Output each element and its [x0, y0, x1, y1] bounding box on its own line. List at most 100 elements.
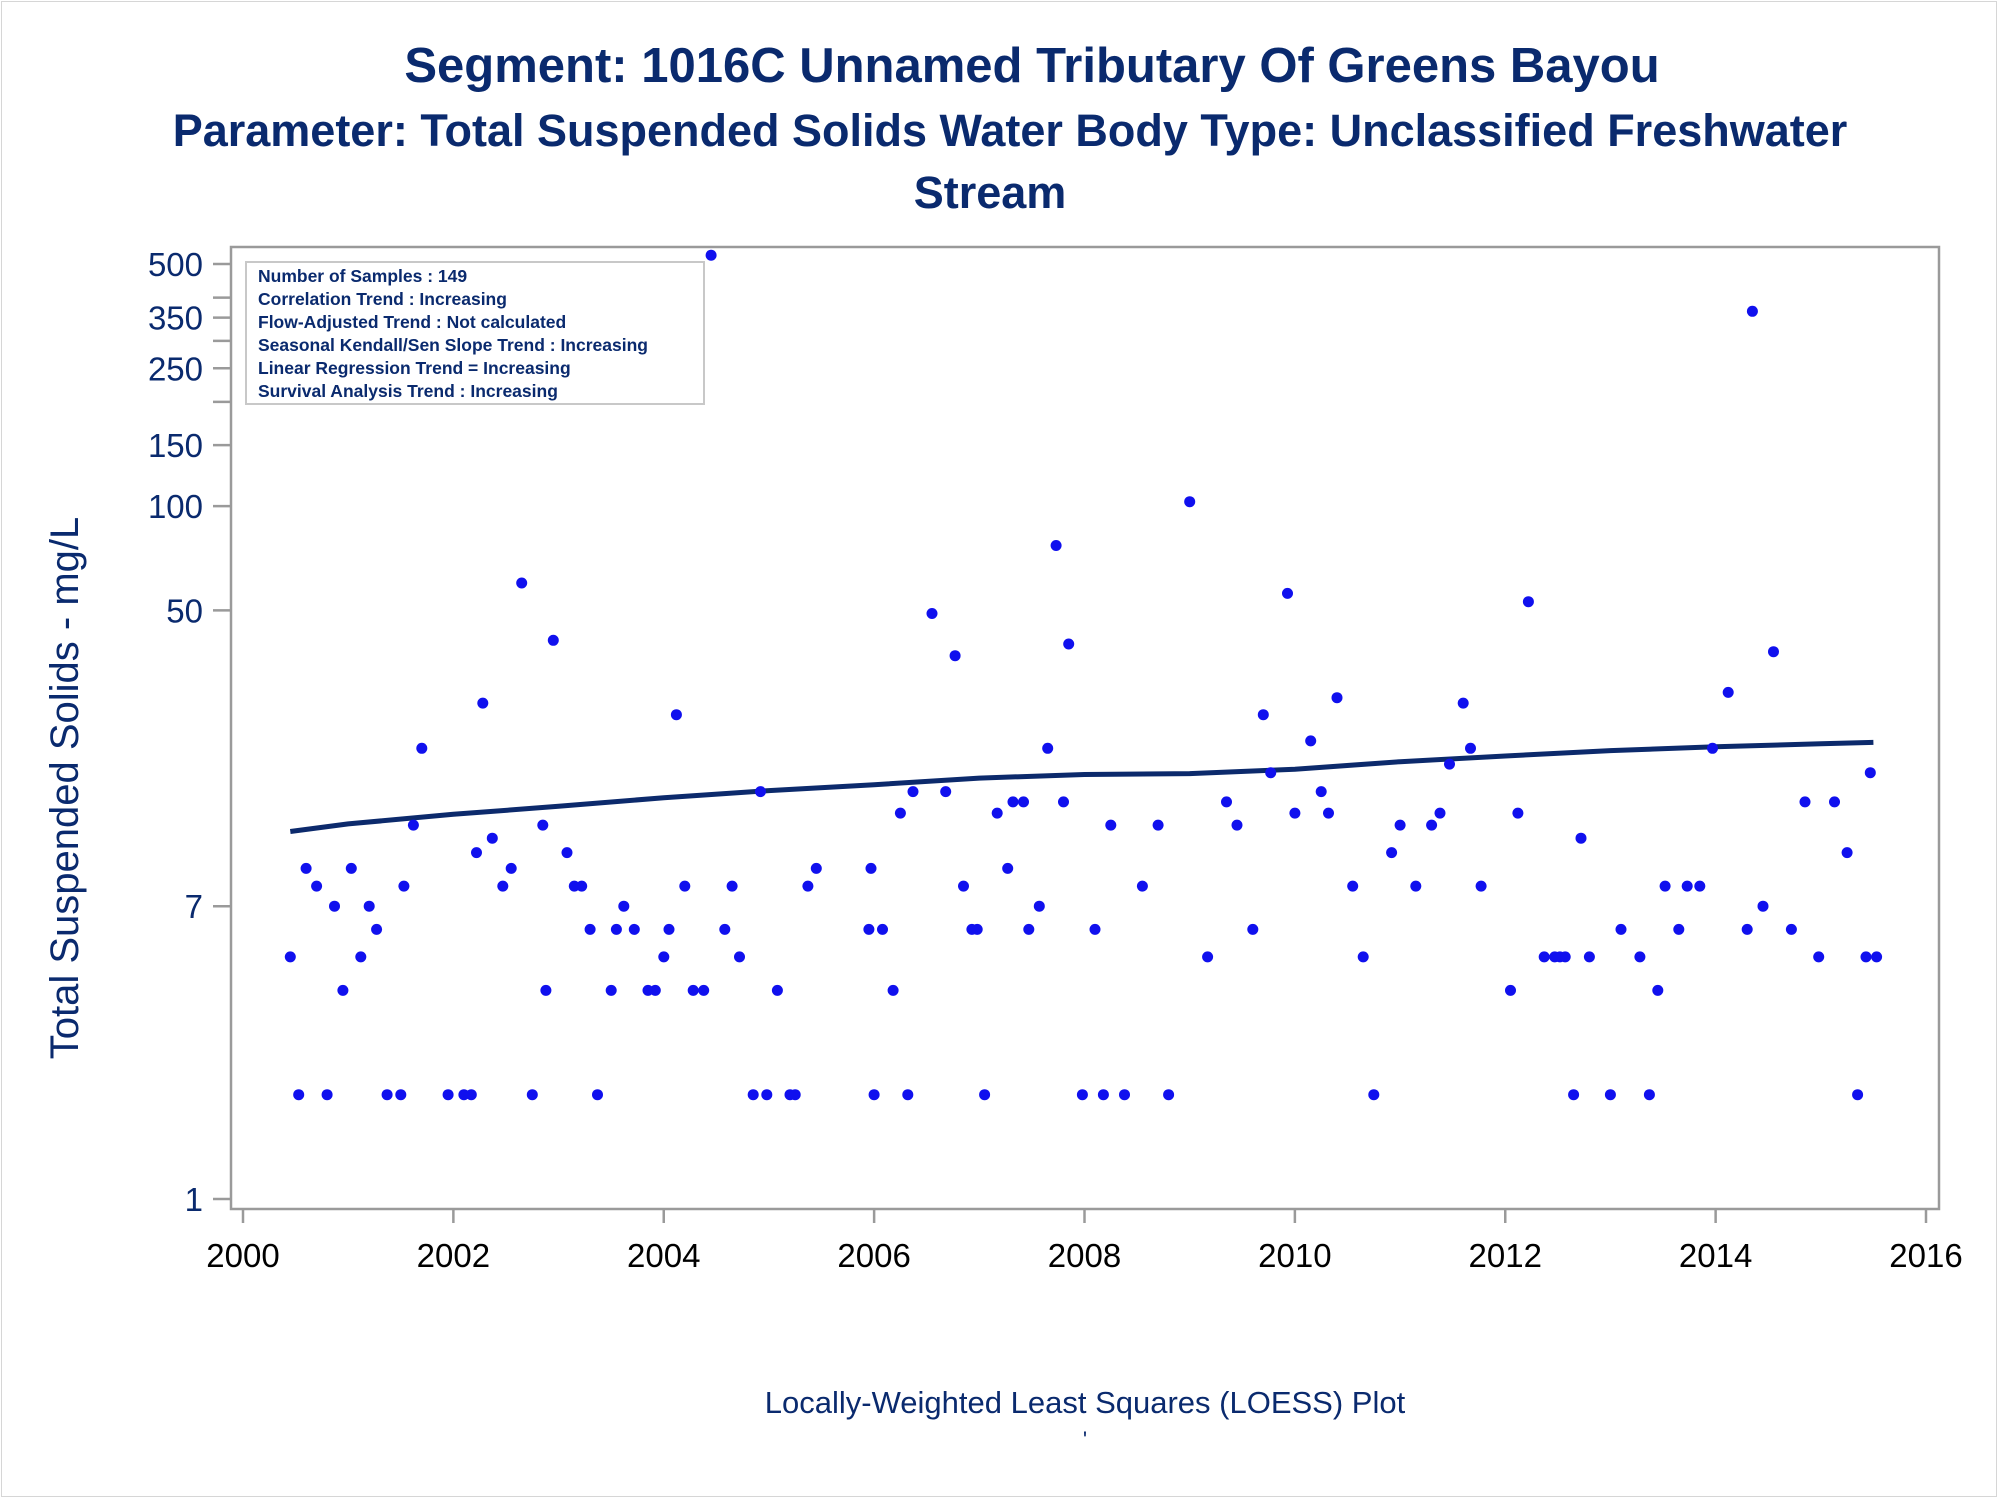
data-point [1741, 923, 1753, 935]
stats-line: Flow-Adjusted Trend : Not calculated [258, 312, 566, 332]
data-point [321, 1089, 333, 1101]
data-point [1002, 862, 1014, 874]
data-point [465, 1089, 477, 1101]
plot-area: 2000 2002 2004 2006 2008 2010 2012 2014 2016 1 7 50… [148, 245, 1963, 1274]
data-point [576, 880, 588, 892]
data-point [1023, 923, 1035, 935]
stats-box [245, 261, 705, 405]
data-point [1184, 496, 1196, 508]
data-point [1257, 709, 1269, 721]
data-point [687, 984, 699, 996]
x-tick-label: 2006 [837, 1237, 910, 1274]
footer-caption: Locally-Weighted Least Squares (LOESS) P… [765, 1385, 1406, 1420]
data-point [1018, 796, 1029, 808]
stats-line: Linear Regression Trend = Increasing [258, 358, 571, 378]
data-point [1707, 742, 1718, 754]
data-point [592, 1089, 603, 1101]
x-tick-label: 2004 [627, 1237, 700, 1274]
data-point [628, 923, 640, 935]
data-point [1722, 686, 1734, 698]
data-point [1505, 984, 1516, 996]
data-point [1643, 1089, 1655, 1101]
data-point [698, 984, 710, 996]
data-point [610, 923, 622, 935]
data-point [1426, 819, 1438, 831]
data-point [1681, 880, 1693, 892]
chart-title: Segment: 1016C Unnamed Tributary Of Gree… [404, 39, 1659, 93]
x-tick-label: 2000 [206, 1237, 279, 1274]
data-point [1860, 951, 1872, 963]
stats-line: Number of Samples : 149 [258, 266, 467, 286]
data-point [1768, 646, 1779, 658]
footer-mark: ' [1083, 1427, 1087, 1452]
data-point [329, 900, 340, 912]
data-point [1265, 767, 1277, 779]
data-point [1050, 540, 1062, 551]
data-point [471, 847, 482, 859]
chart-subtitle-line1: Parameter: Total Suspended Solids Water … [173, 105, 1848, 156]
data-point [789, 1089, 801, 1101]
data-point [1368, 1089, 1380, 1101]
data-point [1575, 832, 1587, 844]
data-point [505, 862, 517, 874]
data-point [1694, 880, 1706, 892]
data-point [1163, 1089, 1175, 1101]
data-point [1746, 305, 1758, 317]
data-point [516, 577, 528, 589]
y-tick-label: 1 [185, 1181, 203, 1218]
data-point [561, 847, 573, 859]
data-point [526, 1089, 538, 1101]
data-point [1105, 819, 1117, 831]
data-point [726, 880, 738, 892]
data-point [1457, 697, 1469, 709]
data-point [865, 862, 877, 874]
data-point [907, 786, 919, 798]
data-point [877, 923, 888, 935]
data-point [1522, 596, 1534, 608]
data-point [1089, 923, 1101, 935]
data-point [1202, 951, 1214, 963]
data-point [663, 923, 675, 935]
data-point [1785, 923, 1797, 935]
data-point [1559, 951, 1571, 963]
data-point [810, 862, 822, 874]
x-tick-label: 2012 [1469, 1237, 1542, 1274]
data-point [979, 1089, 991, 1101]
chart-subtitle-line2: Stream [914, 167, 1067, 218]
data-point [649, 984, 661, 996]
data-point [679, 880, 691, 892]
data-point [1475, 880, 1487, 892]
data-point [949, 650, 961, 662]
data-point [1512, 807, 1524, 819]
data-point [1871, 951, 1883, 963]
data-point [1007, 796, 1019, 808]
y-axis-label: Total Suspended Solids - mg/L [43, 517, 87, 1060]
data-point [1119, 1089, 1130, 1101]
data-point [1444, 758, 1455, 770]
data-point [1347, 880, 1359, 892]
data-point [1410, 880, 1422, 892]
data-point [355, 951, 367, 963]
data-point [887, 984, 899, 996]
data-point [1136, 880, 1148, 892]
data-point [1247, 923, 1259, 935]
data-point [584, 923, 596, 935]
data-point [670, 709, 682, 721]
data-point [1386, 847, 1398, 859]
data-point [311, 880, 323, 892]
data-point [537, 819, 549, 831]
data-point [1315, 786, 1327, 798]
data-point [734, 951, 745, 963]
data-point [1331, 692, 1343, 704]
data-point [1659, 880, 1671, 892]
data-point [1097, 1089, 1109, 1101]
y-tick-label: 250 [148, 350, 203, 387]
data-point [1305, 735, 1317, 747]
data-point [1634, 951, 1646, 963]
data-point [416, 742, 428, 754]
x-tick-label: 2008 [1048, 1237, 1121, 1274]
data-point [1799, 796, 1811, 808]
data-point [381, 1089, 393, 1101]
stats-box-text: Number of Samples : 149 Correlation Trend… [258, 266, 648, 401]
